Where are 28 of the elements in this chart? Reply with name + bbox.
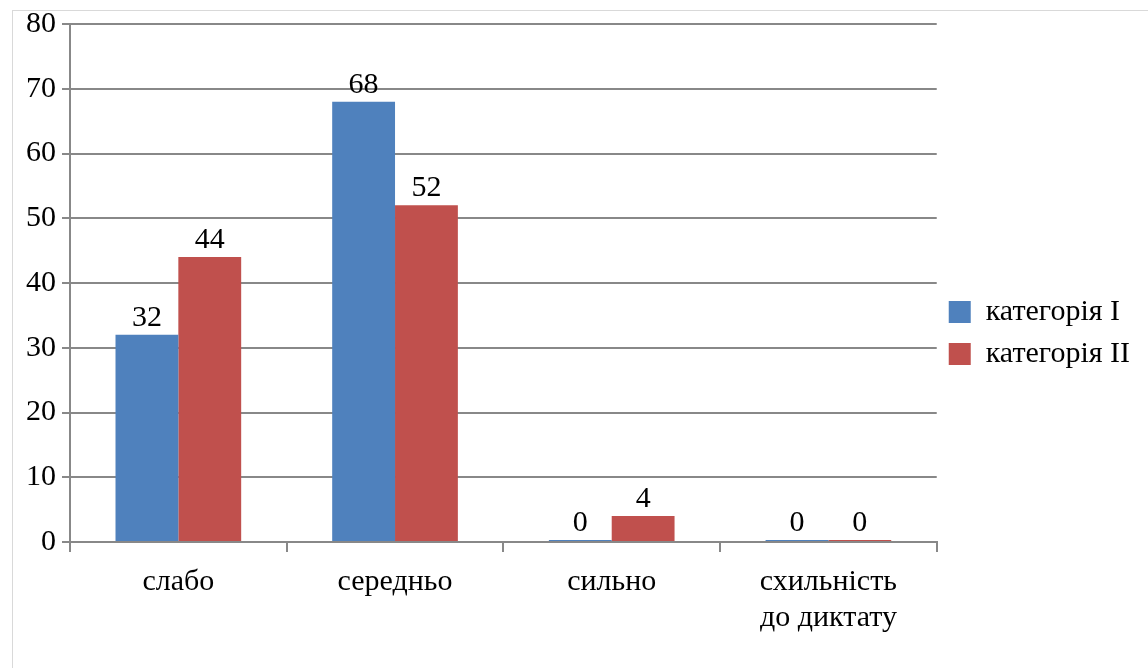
data-label: 0: [572, 503, 588, 537]
x-tick-label: сильно: [567, 562, 657, 596]
data-label: 32: [131, 298, 162, 332]
y-tick-label: 80: [26, 4, 56, 38]
y-tick-label: 30: [26, 328, 56, 362]
bar: [611, 516, 675, 541]
bar: [395, 205, 458, 541]
data-label: 52: [411, 169, 442, 203]
y-tick-label: 10: [26, 458, 56, 492]
data-label: 68: [348, 65, 379, 99]
legend-label: категорія I: [985, 292, 1121, 326]
data-label: 0: [852, 503, 868, 537]
y-tick-label: 60: [26, 134, 56, 168]
y-tick-label: 70: [26, 69, 56, 103]
y-tick-label: 20: [26, 393, 56, 427]
legend-label: категорія II: [985, 334, 1131, 368]
bar: [332, 101, 396, 541]
x-tick-label: слабо: [142, 562, 215, 596]
x-tick-label: середньо: [337, 562, 453, 596]
bar: [115, 334, 179, 541]
bar: [178, 257, 242, 541]
y-tick-label: 0: [41, 522, 56, 556]
data-label: 4: [635, 479, 651, 513]
y-tick-label: 50: [26, 199, 56, 233]
y-tick-label: 40: [26, 263, 56, 297]
data-label: 44: [194, 220, 225, 254]
x-tick-label: схильність до диктату: [759, 562, 897, 632]
data-label: 0: [789, 503, 805, 537]
